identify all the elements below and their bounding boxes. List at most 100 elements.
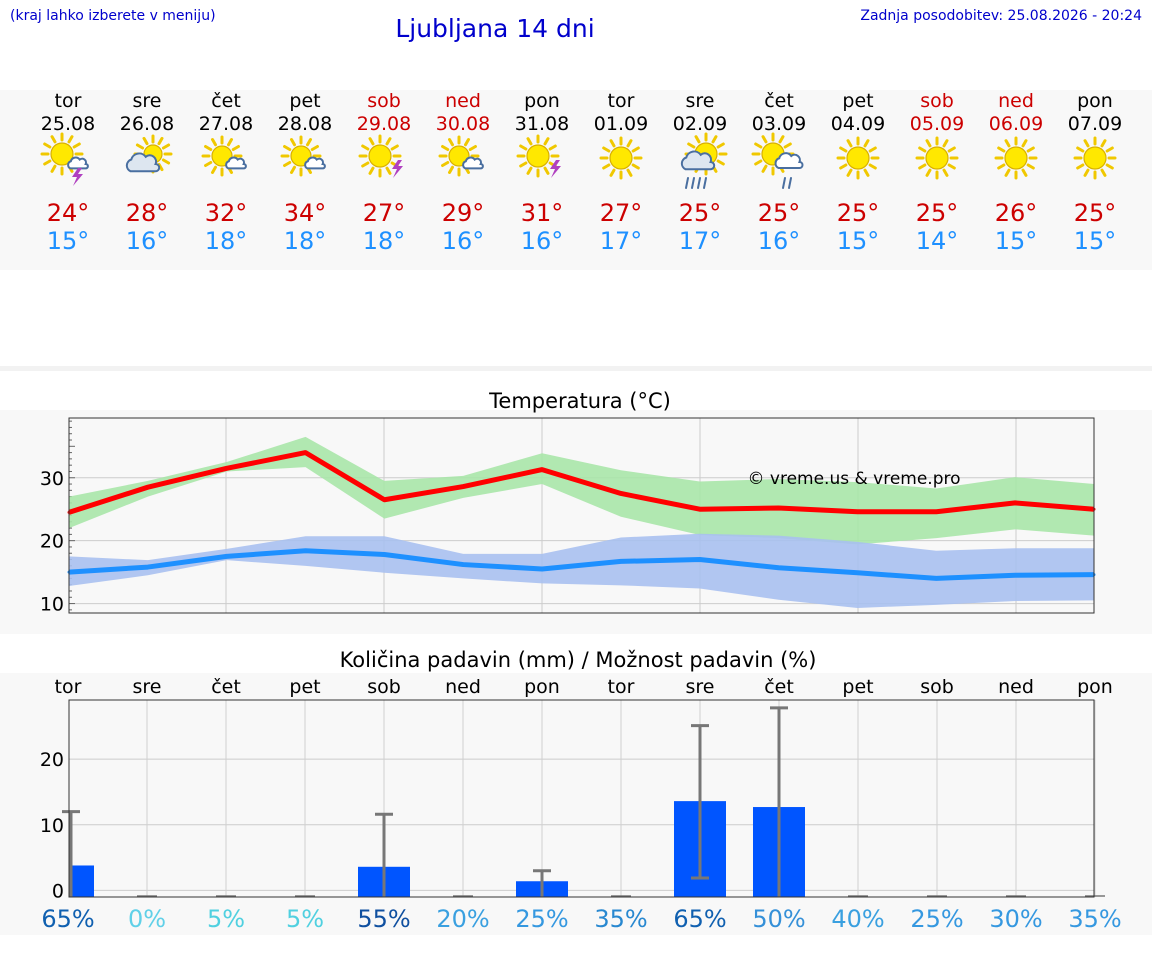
sun-cloud-rain-icon	[680, 132, 728, 189]
sun-storm-icon	[516, 134, 561, 178]
sun-icon	[599, 136, 643, 180]
min-temp: 14°	[916, 227, 959, 255]
min-temp-point	[934, 576, 938, 580]
day-date: 01.09	[594, 113, 648, 135]
min-temp-point	[855, 571, 859, 575]
sun-ray	[290, 165, 296, 174]
day-name: čet	[764, 90, 794, 112]
max-temp: 25°	[679, 199, 722, 227]
min-temp: 16°	[758, 227, 801, 255]
sun-storm-icon	[358, 134, 403, 178]
y-tick-label: 10	[40, 594, 64, 616]
sun-ray	[1021, 139, 1028, 148]
precip-day-label: pet	[842, 676, 873, 698]
sun-ray	[1004, 139, 1011, 148]
sun-ray	[997, 163, 1006, 170]
sun-ray	[947, 146, 956, 153]
day-date: 31.08	[515, 113, 569, 135]
sun-ray	[283, 161, 292, 167]
min-temp-point	[146, 565, 150, 569]
lightning-bolt	[550, 160, 561, 178]
max-temp-point	[1013, 501, 1017, 505]
sun-ray	[1105, 146, 1114, 153]
max-temp: 34°	[284, 199, 327, 227]
rain-drop	[782, 177, 786, 189]
max-temp-point	[146, 485, 150, 489]
min-temp: 16°	[442, 227, 485, 255]
sun-ray	[468, 145, 477, 151]
sun-ray	[687, 142, 696, 149]
precip-day-label: ned	[998, 676, 1034, 698]
precip-probability: 5%	[286, 905, 324, 933]
sun-cloud-icon	[125, 134, 173, 174]
sun-ray	[839, 146, 848, 153]
min-temp-point	[698, 558, 702, 562]
day-name: čet	[211, 90, 241, 112]
sun-disc	[448, 145, 470, 167]
day-name: tor	[55, 90, 82, 112]
max-temp-point	[540, 468, 544, 472]
precip-day-label: tor	[55, 676, 82, 698]
cloud-shape	[462, 156, 484, 170]
sun-cloud-storm-icon	[40, 132, 89, 186]
sun-ray	[211, 138, 217, 147]
max-temp: 29°	[442, 199, 485, 227]
max-temp-point	[304, 451, 308, 455]
sun-ray	[67, 135, 74, 144]
precip-day-label: ned	[445, 676, 481, 698]
day-date: 02.09	[673, 113, 727, 135]
sun-ray	[441, 161, 450, 167]
precip-plot-frame	[68, 699, 1095, 898]
sun-ray	[711, 135, 718, 144]
sun-ray	[526, 137, 533, 146]
sun-disc	[846, 146, 870, 170]
sun-ray	[602, 163, 611, 170]
precip-day-label: sob	[367, 676, 401, 698]
sun-small-cloud-icon	[201, 135, 247, 177]
max-temp-point	[619, 491, 623, 495]
min-temp: 16°	[521, 227, 564, 255]
sun-disc	[1083, 146, 1107, 170]
day-date: 03.09	[752, 113, 806, 135]
lightning-bolt	[72, 168, 83, 186]
precip-probability: 30%	[989, 905, 1042, 933]
max-temp: 31°	[521, 199, 564, 227]
sun-ray	[863, 139, 870, 148]
rain-drop	[703, 177, 707, 189]
min-temp-point	[777, 566, 781, 570]
day-date: 05.09	[910, 113, 964, 135]
min-temp-point	[619, 559, 623, 563]
sun-ray	[846, 139, 853, 148]
y-tick-label: 30	[40, 468, 64, 490]
location-hint[interactable]: (kraj lahko izberete v meniju)	[10, 8, 216, 24]
sun-ray	[441, 145, 450, 151]
forecast-band	[0, 90, 1152, 270]
sun-ray	[385, 137, 392, 146]
cloud-shape	[304, 156, 326, 170]
sun-ray	[1026, 146, 1035, 153]
sun-ray	[1076, 163, 1085, 170]
sun-ray	[526, 166, 533, 175]
max-temp-point	[777, 506, 781, 510]
min-temp: 18°	[205, 227, 248, 255]
sun-ray	[942, 168, 949, 177]
sun-ray	[626, 168, 633, 177]
max-temp-point	[934, 510, 938, 514]
sun-ray	[1021, 168, 1028, 177]
sun-ray	[50, 164, 57, 173]
sun-ray	[694, 135, 701, 144]
min-temp: 17°	[679, 227, 722, 255]
sun-ray	[142, 136, 149, 146]
sun-ray	[925, 168, 932, 177]
sun-ray	[43, 142, 52, 149]
min-temp: 15°	[1074, 227, 1117, 255]
sun-ray	[43, 159, 52, 166]
y-tick-label: 10	[40, 815, 64, 837]
sun-ray	[1026, 163, 1035, 170]
max-temp: 25°	[837, 199, 880, 227]
max-temp: 28°	[126, 199, 169, 227]
precip-probability: 35%	[594, 905, 647, 933]
day-date: 04.09	[831, 113, 885, 135]
precip-plot-area	[69, 700, 1094, 897]
sun-cloud-drizzle-icon	[751, 132, 804, 189]
